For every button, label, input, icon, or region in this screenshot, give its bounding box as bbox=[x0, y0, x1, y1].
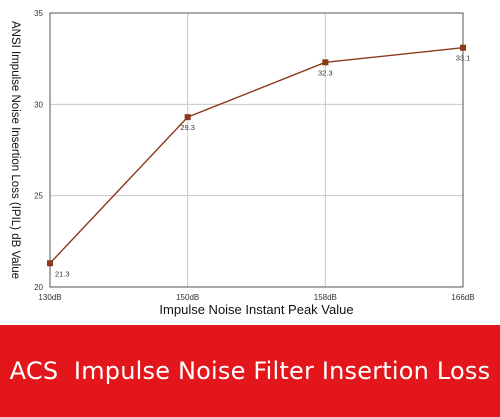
x-tick-label: 166dB bbox=[451, 293, 474, 302]
data-label: 29.3 bbox=[180, 123, 195, 132]
title-banner: ACS Impulse Noise Filter Insertion Loss bbox=[0, 325, 500, 417]
line-chart: 20 25 30 35 130dB 150dB 158dB 166dB 21.3 29.3 32… bbox=[9, 9, 475, 317]
y-tick-label: 20 bbox=[34, 283, 43, 292]
y-tick-label: 35 bbox=[34, 9, 43, 18]
x-axis-label: Impulse Noise Instant Peak Value bbox=[159, 302, 353, 317]
y-tick-label: 30 bbox=[34, 100, 43, 109]
x-tick-label: 130dB bbox=[38, 293, 61, 302]
y-axis-ticks: 20 25 30 35 bbox=[34, 9, 43, 292]
data-point bbox=[460, 44, 466, 51]
y-tick-label: 25 bbox=[34, 192, 43, 201]
x-axis-ticks: 130dB 150dB 158dB 166dB bbox=[38, 293, 474, 302]
x-tick-label: 150dB bbox=[176, 293, 199, 302]
plot-area-frame bbox=[49, 12, 464, 288]
x-tick-label: 158dB bbox=[314, 293, 337, 302]
series-polyline bbox=[49, 47, 464, 264]
series-line: 21.3 29.3 32.3 33.1 bbox=[47, 44, 471, 278]
grid-lines bbox=[50, 13, 463, 287]
y-axis-label: ANSI Impulse Noise Insertion Loss (IPIL)… bbox=[9, 21, 21, 279]
data-point bbox=[184, 114, 191, 121]
data-label: 33.1 bbox=[456, 54, 471, 63]
banner-title: ACS Impulse Noise Filter Insertion Loss bbox=[9, 357, 491, 385]
data-label: 21.3 bbox=[55, 269, 70, 278]
data-point bbox=[47, 260, 53, 267]
data-label: 32.3 bbox=[318, 68, 333, 77]
data-point bbox=[322, 59, 329, 66]
